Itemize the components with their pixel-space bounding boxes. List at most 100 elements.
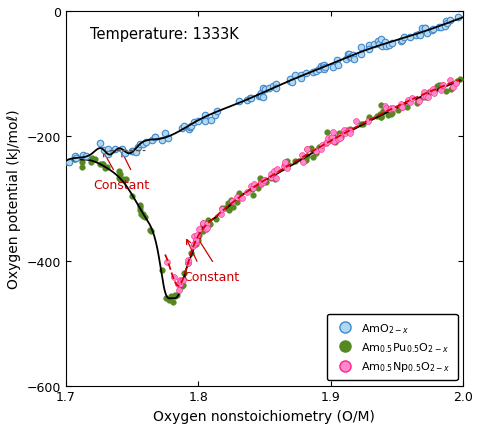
Point <box>347 126 354 133</box>
Point <box>435 25 443 31</box>
Point <box>414 98 422 104</box>
Point <box>129 193 136 200</box>
Point <box>238 195 245 202</box>
Point <box>335 136 342 143</box>
Point <box>162 131 169 138</box>
Point <box>249 185 257 192</box>
Point <box>315 146 323 153</box>
Point <box>132 149 140 156</box>
Point <box>319 63 326 70</box>
Point <box>324 135 332 142</box>
Point <box>207 117 215 124</box>
Point <box>235 98 243 105</box>
Point <box>243 98 251 104</box>
Point <box>91 156 99 163</box>
Point <box>299 159 307 166</box>
Point <box>190 243 197 250</box>
Text: Constant: Constant <box>93 179 149 192</box>
Point <box>431 87 439 94</box>
Point <box>397 101 405 108</box>
Point <box>261 86 268 93</box>
Point <box>377 115 384 122</box>
Point <box>429 27 436 34</box>
Point <box>303 147 311 154</box>
Point <box>218 206 226 213</box>
Point <box>452 81 460 88</box>
Point <box>358 51 365 58</box>
Point <box>270 172 277 179</box>
Point <box>286 77 294 83</box>
Point <box>307 145 315 152</box>
Point <box>121 150 129 157</box>
Point <box>298 152 306 159</box>
X-axis label: Oxygen nonstoichiometry (O/M): Oxygen nonstoichiometry (O/M) <box>154 409 375 423</box>
Point <box>267 172 275 178</box>
Point <box>99 162 107 169</box>
Point <box>178 283 186 290</box>
Point <box>204 225 211 232</box>
Point <box>247 95 254 102</box>
Y-axis label: Oxygen potential (kJ/moℓ): Oxygen potential (kJ/moℓ) <box>7 109 21 289</box>
Point <box>334 62 342 69</box>
Point <box>187 123 194 130</box>
Point <box>200 221 207 227</box>
Point <box>336 134 344 141</box>
Point <box>441 23 449 30</box>
Point <box>446 18 454 25</box>
Point <box>312 148 319 155</box>
Point <box>139 213 147 220</box>
Point <box>100 147 108 154</box>
Point <box>89 155 96 162</box>
Point <box>435 83 443 90</box>
Point <box>406 35 414 42</box>
Point <box>375 41 383 48</box>
Point <box>281 160 289 166</box>
Point <box>454 14 462 21</box>
Point <box>270 168 278 175</box>
Point <box>96 162 104 169</box>
Point <box>302 157 310 164</box>
Point <box>200 220 207 227</box>
Point <box>303 153 311 160</box>
Point <box>323 139 331 146</box>
Point <box>246 96 254 103</box>
Point <box>323 141 330 147</box>
Point <box>383 105 390 112</box>
Point <box>180 277 187 284</box>
Point <box>115 175 123 182</box>
Point <box>224 200 232 207</box>
Point <box>378 44 385 51</box>
Point <box>379 109 387 116</box>
Point <box>72 153 80 160</box>
Point <box>397 39 405 46</box>
Point <box>139 141 147 148</box>
Point <box>433 83 441 90</box>
Point <box>225 204 233 211</box>
Point <box>180 123 188 130</box>
Point <box>365 43 373 49</box>
Point <box>284 158 291 165</box>
Point <box>291 159 299 166</box>
Point <box>204 217 211 224</box>
Point <box>257 94 265 101</box>
Point <box>420 89 428 96</box>
Point <box>427 88 435 95</box>
Point <box>195 232 203 239</box>
Point <box>344 52 351 59</box>
Point <box>298 157 305 164</box>
Point <box>228 198 235 205</box>
Point <box>262 177 269 184</box>
Point <box>320 62 327 69</box>
Point <box>192 237 200 244</box>
Point <box>357 44 365 51</box>
Point <box>378 102 385 109</box>
Point <box>104 146 111 153</box>
Point <box>388 40 396 47</box>
Point <box>348 54 355 61</box>
Point <box>169 299 177 306</box>
Point <box>438 83 445 89</box>
Point <box>329 64 337 71</box>
Point <box>386 106 394 113</box>
Point <box>148 137 156 144</box>
Point <box>164 135 172 142</box>
